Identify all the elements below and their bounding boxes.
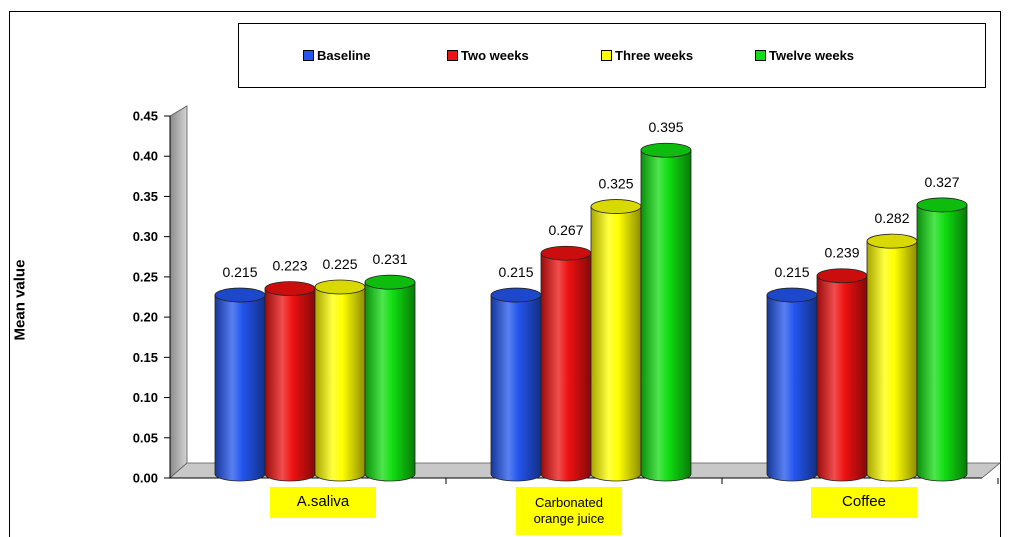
chart-legend: Baseline Two weeks Three weeks Twelve we… [238, 23, 986, 88]
bar-1-2 [490, 294, 542, 482]
bar-top [314, 279, 366, 295]
bar-1-3 [766, 294, 818, 482]
bar-top [916, 197, 968, 213]
category-label-line: orange juice [533, 511, 605, 526]
y-tick-label: 0.05 [133, 430, 158, 445]
category-label-line: Coffee [842, 493, 886, 511]
y-tick-label: 0.35 [133, 189, 158, 204]
y-tick-label: 0.10 [133, 390, 158, 405]
chart-side-wall [169, 105, 188, 479]
bar-top [364, 274, 416, 290]
data-label: 0.239 [824, 245, 859, 261]
bar-1-1 [214, 294, 266, 482]
bar-top [540, 245, 592, 261]
legend-label-two-weeks: Two weeks [461, 48, 529, 63]
bar-4-2 [640, 149, 692, 482]
legend-item-baseline: Baseline [303, 48, 370, 63]
bar-top [866, 233, 918, 249]
bar-3-1 [314, 286, 366, 482]
bar-top [490, 287, 542, 303]
data-label: 0.282 [874, 210, 909, 226]
category-label: Coffee [811, 487, 917, 518]
data-label: 0.223 [272, 258, 307, 274]
y-tick-label: 0.15 [133, 350, 158, 365]
legend-item-twelve-weeks: Twelve weeks [755, 48, 854, 63]
legend-item-two-weeks: Two weeks [447, 48, 529, 63]
data-label: 0.225 [322, 256, 357, 272]
bar-2-1 [264, 288, 316, 482]
bar-4-1 [364, 281, 416, 482]
category-label-line: Carbonated [535, 494, 603, 510]
y-tick-label: 0.40 [133, 149, 158, 164]
data-label: 0.231 [372, 251, 407, 267]
bar-4-3 [916, 204, 968, 482]
data-label: 0.267 [548, 222, 583, 238]
y-tick-label: 0.00 [133, 471, 158, 486]
legend-item-three-weeks: Three weeks [601, 48, 693, 63]
bar-2-3 [816, 275, 868, 482]
data-label: 0.215 [498, 264, 533, 280]
y-tick-label: 0.45 [133, 109, 158, 124]
category-label: A.saliva [270, 487, 376, 518]
bar-2-2 [540, 252, 592, 482]
y-tick-label: 0.20 [133, 310, 158, 325]
chart-frame [9, 11, 1001, 537]
data-label: 0.395 [648, 119, 683, 135]
legend-label-baseline: Baseline [317, 48, 371, 63]
data-label: 0.215 [222, 264, 257, 280]
legend-swatch-twelve-weeks [755, 50, 766, 61]
category-label-line: A.saliva [296, 493, 350, 511]
category-label: Carbonated orange juice [516, 487, 622, 535]
y-tick-label: 0.30 [133, 229, 158, 244]
legend-swatch-three-weeks [601, 50, 612, 61]
data-label: 0.215 [774, 264, 809, 280]
legend-label-three-weeks: Three weeks [615, 48, 694, 63]
bar-3-3 [866, 240, 918, 482]
bar-top [816, 268, 868, 284]
legend-swatch-two-weeks [447, 50, 458, 61]
legend-label-twelve-weeks: Twelve weeks [769, 48, 855, 63]
bar-top [766, 287, 818, 303]
data-label: 0.327 [924, 174, 959, 190]
bar-top [590, 199, 642, 214]
legend-swatch-baseline [303, 50, 314, 61]
bar-top [640, 142, 692, 158]
bar-top [264, 281, 316, 297]
y-tick-label: 0.25 [133, 269, 158, 284]
bar-top [214, 287, 266, 303]
bar-3-2 [590, 206, 642, 482]
data-label: 0.325 [598, 176, 633, 192]
